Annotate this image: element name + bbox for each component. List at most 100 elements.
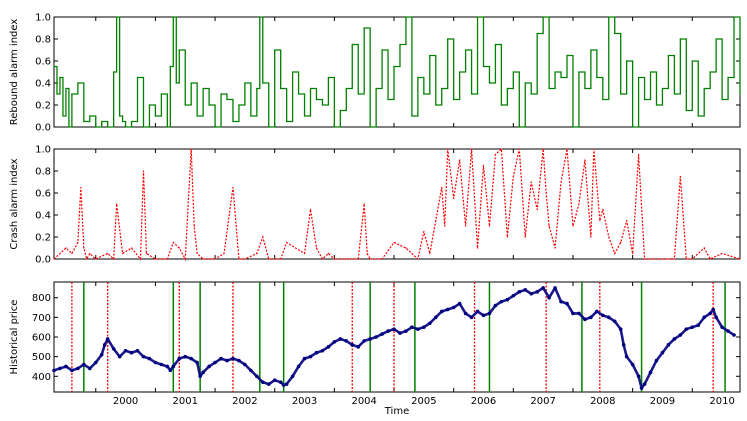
y-tick-label: 400 [32, 372, 51, 383]
price-point [475, 309, 480, 314]
price-point [654, 358, 659, 363]
crash-point [667, 258, 670, 260]
price-point [398, 331, 402, 335]
rebound-point [292, 71, 294, 73]
price-point [374, 335, 378, 339]
price-point [207, 364, 211, 369]
rebound-point [220, 93, 222, 95]
crash-point [238, 258, 240, 260]
price-point [165, 364, 170, 369]
rebound-point [321, 104, 324, 106]
crash-point [366, 252, 368, 255]
crash-point [655, 258, 658, 260]
rebound-point [83, 120, 85, 123]
crash-point [709, 258, 711, 260]
price-point [266, 382, 271, 386]
price-point [70, 368, 74, 373]
rebound-point [95, 126, 97, 128]
rebound-point [399, 43, 401, 46]
crash-point [327, 252, 329, 255]
crash-point [673, 258, 675, 260]
axes-frame [53, 148, 741, 260]
rebound-point [506, 87, 508, 90]
crash-point [196, 252, 198, 255]
crash-point [524, 236, 526, 238]
crash-point [572, 225, 574, 227]
crash-point [512, 175, 514, 178]
x-tick-label: 2003 [292, 396, 317, 407]
price-point [672, 337, 677, 341]
crash-point [444, 225, 446, 227]
historical-price-panel: 400 500 600 700 800 Historical price 2000 2001 2… [9, 281, 741, 417]
price-point [463, 311, 468, 316]
rebound-point [166, 126, 168, 128]
rebound-point [202, 87, 204, 90]
y-tick-label: 500 [32, 352, 51, 363]
x-tick-label: 2005 [411, 396, 436, 407]
crash-point [232, 186, 234, 189]
rebound-point [649, 71, 652, 73]
rebound-point [447, 38, 449, 40]
rebound-point [500, 104, 502, 106]
price-point [260, 380, 265, 384]
price-point [678, 333, 683, 337]
price-point [308, 354, 313, 359]
crash-point [691, 258, 693, 260]
price-point [105, 337, 110, 341]
crash-point [116, 203, 118, 205]
price-point [565, 301, 569, 306]
crash-point [453, 197, 455, 200]
rebound-point [250, 115, 252, 117]
crash-point [268, 258, 270, 260]
price-point [82, 362, 86, 367]
rebound-point [417, 76, 419, 79]
rebound-point [184, 104, 186, 106]
crash-point [482, 164, 485, 167]
rebound-point [673, 93, 675, 95]
crash-point [566, 148, 568, 150]
price-point [529, 291, 534, 296]
crash-point [560, 181, 562, 183]
crash-point [381, 258, 383, 260]
rebound-point [238, 104, 240, 106]
rebound-point [512, 71, 514, 73]
rebound-point [632, 126, 634, 128]
price-point [243, 362, 247, 367]
rebound-point [178, 49, 180, 51]
y-tick-label: 1.0 [35, 13, 51, 24]
crash-point [584, 159, 586, 161]
y-tick-label: 600 [32, 333, 51, 344]
price-point [571, 311, 575, 316]
rebound-point [542, 16, 544, 18]
price-point [290, 374, 295, 379]
crash-point [244, 258, 246, 260]
price-point [255, 374, 259, 379]
x-tick-label: 2000 [113, 396, 138, 407]
crash-point [405, 247, 407, 249]
crash-point [309, 208, 312, 211]
price-point [589, 315, 593, 320]
crash-point [530, 181, 532, 183]
crash-point [393, 241, 395, 244]
crash-point [685, 258, 687, 260]
price-point [99, 352, 104, 357]
y-axis-label: Rebound alarm index [9, 19, 20, 126]
x-axis-label: Time [384, 406, 409, 417]
price-point [469, 315, 474, 320]
rebound-point [482, 65, 485, 68]
rebound-series-line [54, 16, 741, 128]
price-point [630, 362, 635, 367]
x-tick-label: 2007 [530, 396, 555, 407]
crash-point [626, 219, 628, 222]
rebound-point [578, 71, 580, 73]
price-point [428, 321, 432, 326]
rebound-point [333, 126, 335, 128]
rebound-point [590, 49, 592, 51]
crash-point [262, 236, 264, 238]
crash-point [107, 252, 109, 255]
crash-point [202, 258, 204, 260]
rebound-point [441, 87, 443, 90]
price-point [642, 382, 647, 386]
price-point [159, 362, 164, 367]
crash-point [608, 236, 610, 238]
